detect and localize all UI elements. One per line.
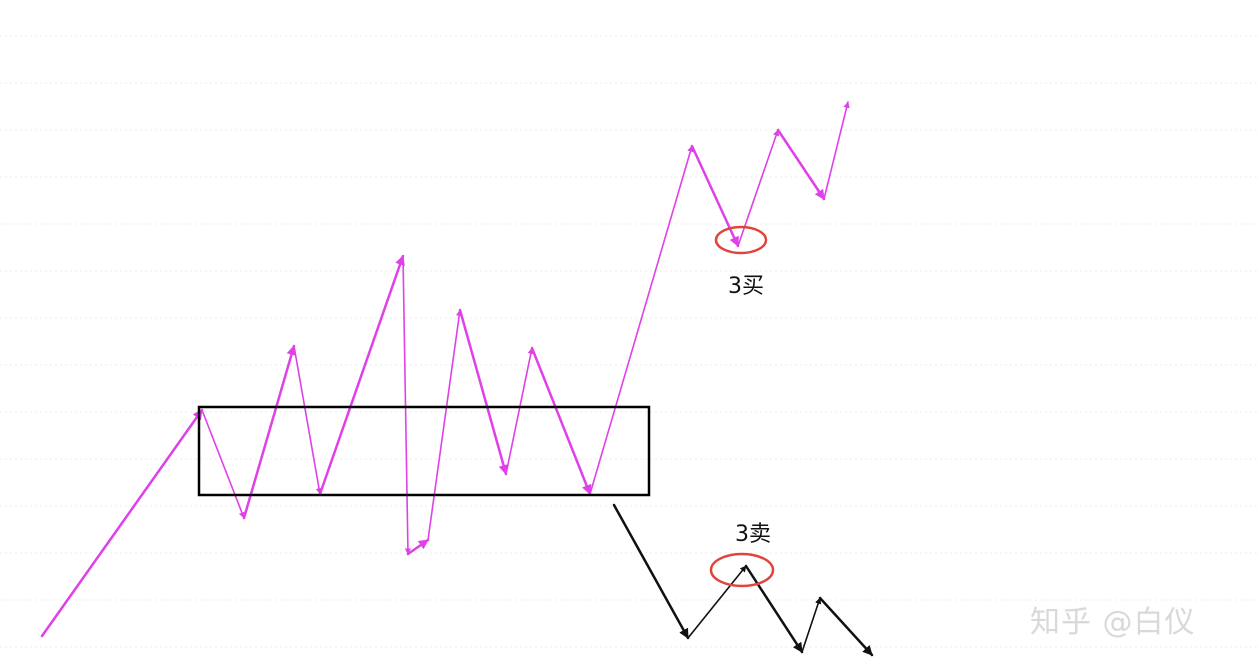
uptrend-stroke (823, 101, 850, 200)
third-buy-label: 3买 (728, 274, 764, 299)
third-buy-marker (714, 225, 768, 255)
zhihu-watermark: 知乎 @白仪 (1030, 605, 1196, 640)
third-sell-label: 3卖 (735, 522, 771, 547)
uptrend-stroke (690, 144, 740, 248)
downtrend-stroke-path (612, 503, 874, 657)
uptrend-stroke (776, 128, 826, 201)
uptrend-stroke (40, 408, 204, 638)
downtrend-stroke (818, 596, 874, 657)
uptrend-stroke (589, 145, 694, 495)
uptrend-stroke (242, 344, 297, 520)
downtrend-stroke (612, 503, 690, 640)
downtrend-stroke (744, 564, 804, 654)
uptrend-stroke (505, 347, 534, 475)
uptrend-stroke (737, 129, 780, 247)
background-grid (0, 35, 1258, 648)
uptrend-stroke (402, 255, 412, 555)
downtrend-stroke (687, 565, 747, 639)
uptrend-stroke (458, 308, 509, 476)
uptrend-stroke (530, 346, 592, 496)
uptrend-stroke (427, 309, 463, 541)
downtrend-stroke (801, 597, 822, 653)
third-sell-marker (709, 552, 775, 588)
uptrend-stroke (201, 409, 245, 519)
uptrend-stroke (293, 345, 323, 495)
uptrend-stroke (318, 254, 405, 496)
uptrend-stroke (406, 538, 430, 556)
pivot-zone-box (197, 405, 651, 497)
